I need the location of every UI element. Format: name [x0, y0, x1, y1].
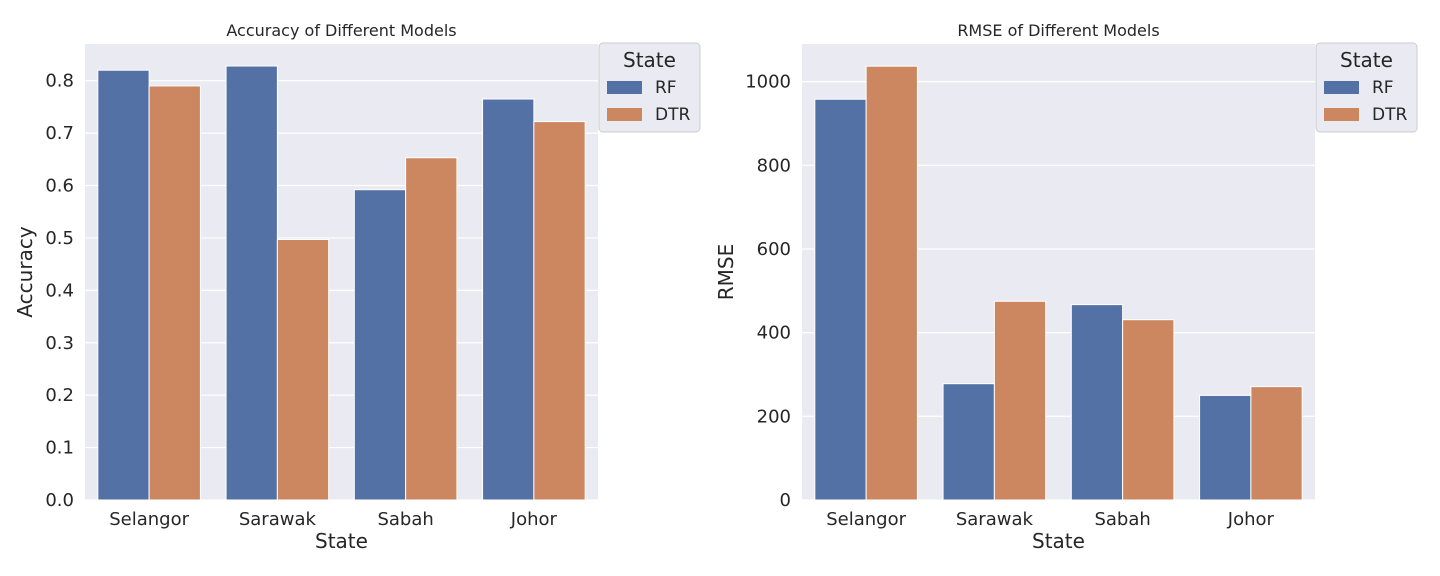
bar-dtr-sabah	[405, 157, 458, 501]
x-tick-label: Selangor	[109, 509, 189, 530]
x-tick-label: Sabah	[377, 509, 433, 530]
legend-label-dtr: DTR	[655, 105, 690, 125]
y-tick-label: 0.4	[45, 280, 74, 301]
bar-dtr-sarawak	[993, 300, 1047, 501]
legend-swatch-rf	[1324, 81, 1359, 94]
y-tick-label: 0.3	[45, 333, 74, 354]
bar-dtr-sabah	[1122, 319, 1175, 501]
y-tick-label: 0.7	[45, 123, 74, 144]
legend-swatch-dtr	[1324, 108, 1359, 121]
y-tick-label: 1000	[745, 72, 791, 93]
y-tick-label: 200	[757, 406, 791, 427]
legend-label-dtr: DTR	[1372, 105, 1407, 125]
x-axis-label: State	[315, 529, 368, 553]
legend-title: State	[623, 48, 676, 72]
y-tick-label: 600	[757, 239, 791, 260]
bar-rf-selangor	[814, 98, 867, 501]
y-tick-label: 0.5	[45, 228, 74, 249]
bar-rf-sarawak	[225, 65, 278, 501]
x-tick-label: Johor	[510, 509, 558, 530]
x-tick-label: Sarawak	[956, 509, 1034, 530]
legend-label-rf: RF	[1372, 78, 1394, 98]
y-tick-label: 0.0	[45, 490, 74, 511]
y-tick-label: 400	[757, 323, 791, 344]
bar-dtr-johor	[533, 121, 586, 501]
bar-dtr-sarawak	[276, 239, 330, 501]
rmse-chart: 0 200 400 600 800 1000 Selangor Sarawak Sabah Joh…	[714, 21, 1418, 553]
x-tick-label: Sabah	[1094, 509, 1150, 530]
y-tick-label: 0.6	[45, 176, 74, 197]
y-tick-label: 0	[780, 490, 791, 511]
bar-rf-johor	[482, 98, 535, 501]
bar-rf-selangor	[97, 69, 150, 501]
legend-swatch-rf	[607, 81, 642, 94]
bar-rf-sarawak	[942, 383, 995, 501]
y-axis-label: RMSE	[714, 244, 738, 300]
bar-rf-johor	[1199, 394, 1252, 501]
y-tick-label: 0.8	[45, 71, 74, 92]
x-tick-label: Johor	[1227, 509, 1275, 530]
bar-rf-sabah	[353, 189, 407, 501]
bar-dtr-selangor	[865, 65, 918, 501]
bar-rf-sabah	[1070, 304, 1124, 501]
legend-swatch-dtr	[607, 108, 642, 121]
accuracy-chart: 0.0 0.1 0.2 0.3 0.4 0.5 0.6 0.7 0.8 Selangor Saraw…	[13, 21, 701, 553]
bar-dtr-johor	[1250, 386, 1303, 501]
bar-dtr-selangor	[148, 85, 201, 501]
legend: State RF DTR	[1315, 42, 1418, 133]
y-tick-label: 800	[757, 155, 791, 176]
legend-label-rf: RF	[655, 78, 677, 98]
legend-title: State	[1340, 48, 1393, 72]
x-tick-label: Sarawak	[239, 509, 317, 530]
y-axis-label: Accuracy	[13, 226, 37, 317]
chart-title: Accuracy of Different Models	[226, 21, 456, 40]
chart-title: RMSE of Different Models	[957, 21, 1159, 40]
x-tick-label: Selangor	[826, 509, 906, 530]
legend: State RF DTR	[598, 42, 701, 133]
x-axis-label: State	[1032, 529, 1085, 553]
y-tick-label: 0.2	[45, 385, 74, 406]
y-tick-label: 0.1	[45, 438, 74, 459]
